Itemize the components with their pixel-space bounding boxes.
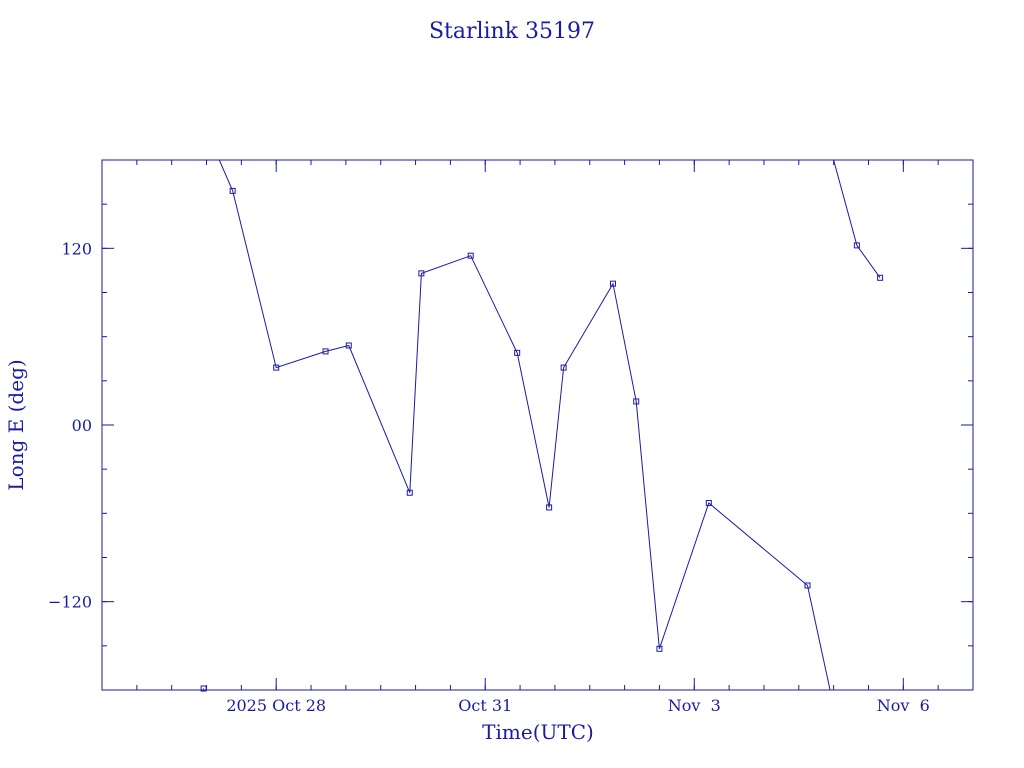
axis-ticks <box>101 159 974 691</box>
data-point-marker <box>633 398 640 405</box>
data-point-marker <box>609 280 616 287</box>
y-tick-label: −120 <box>48 593 92 612</box>
data-point-marker <box>514 349 521 356</box>
y-tick-label: 00 <box>72 416 92 435</box>
data-point-marker <box>546 504 553 511</box>
y-tick-label: 120 <box>61 239 92 258</box>
data-point-marker <box>322 348 329 355</box>
data-point-marker <box>345 342 352 349</box>
x-tick-labels: 2025 Oct 28 Oct 31 Nov 3 Nov 6 <box>226 696 930 715</box>
data-point-marker <box>467 252 474 259</box>
y-tick-labels: 120 00 −120 <box>48 239 92 611</box>
x-tick-label: Nov 3 <box>668 696 721 715</box>
plot-frame <box>101 159 974 691</box>
data-point-marker <box>418 270 425 277</box>
series-markers <box>200 187 884 692</box>
x-tick-label: Oct 31 <box>458 696 512 715</box>
data-point-marker <box>804 582 811 589</box>
data-point-marker <box>656 645 663 652</box>
data-point-marker <box>273 364 280 371</box>
series-line <box>833 160 881 279</box>
data-point-marker <box>877 274 884 281</box>
data-point-marker <box>560 364 567 371</box>
data-point-marker <box>705 500 712 507</box>
data-point-marker <box>200 685 207 692</box>
x-tick-label: Nov 6 <box>877 696 930 715</box>
data-point-marker <box>229 187 236 194</box>
series-line <box>218 160 831 690</box>
chart-title: Starlink 35197 <box>429 19 595 44</box>
data-point-marker <box>853 242 860 249</box>
series-lines <box>202 160 881 690</box>
y-axis-label: Long E (deg) <box>4 359 28 490</box>
x-axis-label: Time(UTC) <box>482 720 594 744</box>
data-point-marker <box>406 489 413 496</box>
x-tick-label: 2025 Oct 28 <box>226 696 326 715</box>
